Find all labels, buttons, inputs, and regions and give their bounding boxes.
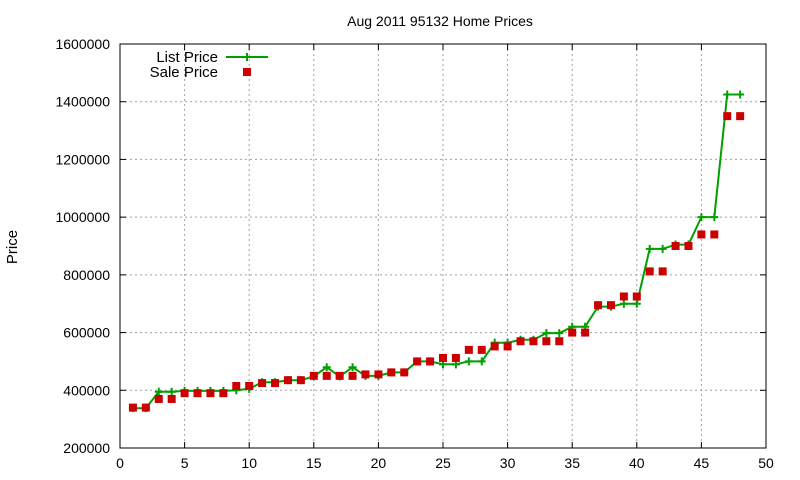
data-point: [736, 112, 745, 121]
data-point: [374, 370, 383, 379]
data-point: [529, 337, 538, 346]
data-point: [503, 342, 512, 351]
y-tick-label: 1000000: [55, 209, 110, 225]
data-point: [400, 368, 409, 377]
data-point: [322, 371, 331, 380]
data-point: [658, 244, 667, 253]
data-point: [568, 328, 577, 337]
data-point: [361, 370, 370, 379]
data-point: [671, 242, 680, 250]
data-point: [555, 337, 564, 346]
data-point: [697, 213, 706, 222]
data-point: [555, 329, 564, 338]
data-point: [516, 337, 525, 346]
data-point: [645, 244, 654, 253]
data-point: [594, 301, 603, 310]
series-group: [128, 90, 745, 413]
data-point: [348, 363, 357, 372]
data-point: [167, 394, 176, 403]
data-point: [426, 357, 435, 366]
data-point: [154, 394, 163, 403]
data-point: [632, 299, 641, 308]
data-point: [736, 90, 745, 99]
data-point: [697, 230, 706, 239]
data-point: [128, 403, 137, 412]
chart-title: Aug 2011 95132 Home Prices: [347, 13, 533, 29]
y-tick-label: 600000: [63, 325, 110, 341]
series-sale-price: [128, 112, 745, 412]
data-point: [232, 381, 241, 390]
data-point: [219, 389, 228, 398]
data-point: [283, 376, 292, 385]
data-point: [348, 371, 357, 380]
y-tick-label: 1400000: [55, 94, 110, 110]
data-point: [490, 342, 499, 351]
data-point: [296, 376, 305, 385]
data-point: [141, 403, 150, 412]
x-tick-label: 25: [435, 455, 451, 471]
data-point: [632, 292, 641, 301]
data-point: [271, 379, 280, 388]
x-tick-label: 40: [629, 455, 645, 471]
x-tick-label: 0: [116, 455, 124, 471]
data-point: [439, 353, 447, 362]
data-point: [477, 345, 486, 354]
data-point: [542, 337, 551, 346]
legend-square-marker: [243, 68, 251, 76]
data-point: [464, 357, 473, 366]
data-point: [619, 292, 628, 301]
data-point: [645, 267, 654, 276]
x-tick-label: 35: [564, 455, 580, 471]
legend-cross-marker: [243, 53, 251, 61]
data-point: [658, 267, 667, 276]
data-point: [581, 328, 590, 337]
data-point: [710, 213, 719, 222]
data-point: [193, 389, 202, 398]
x-tick-label: 30: [500, 455, 516, 471]
data-point: [180, 389, 189, 398]
y-tick-label: 1600000: [55, 36, 110, 52]
ticks: 0 5 10 15 20 25 30 35 40 45 50 200000 400000 600000 80…: [55, 36, 774, 471]
grid: [120, 44, 766, 448]
y-tick-label: 400000: [63, 382, 110, 398]
data-point: [167, 387, 176, 396]
x-tick-label: 50: [758, 455, 774, 471]
data-point: [335, 371, 344, 380]
data-point: [154, 387, 163, 396]
series-list-price: [128, 90, 745, 413]
data-point: [451, 353, 460, 362]
x-tick-label: 20: [371, 455, 387, 471]
data-point: [477, 357, 486, 366]
data-point: [413, 357, 422, 366]
x-tick-label: 5: [181, 455, 189, 471]
data-point: [322, 363, 331, 372]
data-point: [258, 379, 267, 388]
y-tick-label: 200000: [63, 440, 110, 456]
x-tick-label: 15: [306, 455, 322, 471]
y-tick-label: 800000: [63, 267, 110, 283]
data-point: [619, 299, 628, 308]
data-point: [723, 90, 732, 99]
y-axis-label: Price: [4, 230, 21, 264]
x-tick-label: 10: [241, 455, 257, 471]
y-tick-label: 1200000: [55, 151, 110, 167]
data-point: [684, 242, 693, 250]
data-point: [206, 389, 215, 398]
data-point: [606, 301, 615, 310]
legend-label: List Price: [156, 49, 218, 66]
data-point: [309, 371, 318, 380]
legend-label: Sale Price: [150, 64, 218, 81]
data-point: [464, 345, 473, 354]
data-point: [542, 329, 551, 338]
data-point: [723, 112, 732, 121]
data-point: [387, 368, 396, 377]
data-point: [710, 230, 719, 239]
x-tick-label: 45: [694, 455, 710, 471]
data-point: [245, 381, 254, 390]
